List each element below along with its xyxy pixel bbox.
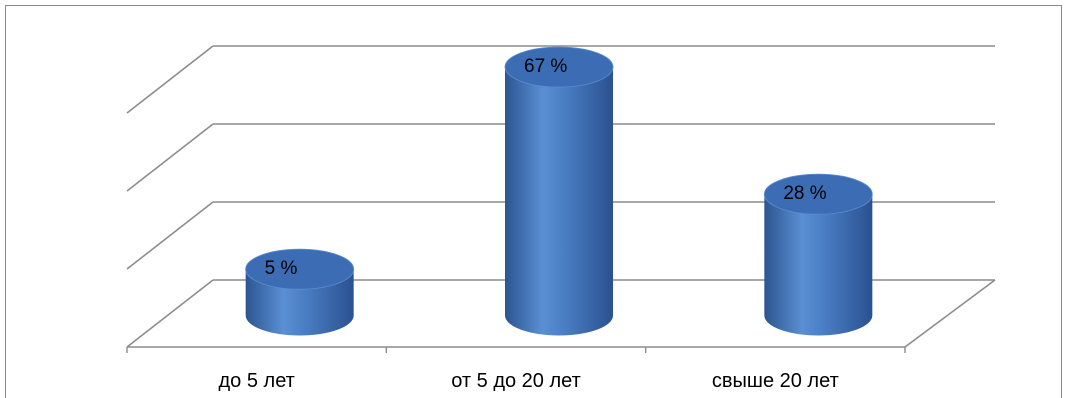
bar-cylinder-top xyxy=(763,173,873,215)
category-label: от 5 до 20 лет xyxy=(451,370,581,392)
chart-floor xyxy=(126,279,996,353)
category-labels: до 5 лет от 5 до 20 лет свыше 20 лет xyxy=(219,370,839,392)
category-label: свыше 20 лет xyxy=(712,370,839,392)
bar-cylinder-body xyxy=(505,67,613,336)
floor-edge xyxy=(904,279,996,348)
gridline-side xyxy=(126,123,214,192)
bar-cylinder-top xyxy=(504,46,614,88)
category-label: до 5 лет xyxy=(219,370,295,392)
data-label: 28 % xyxy=(783,183,826,204)
bar-cylinder-body xyxy=(764,194,873,336)
data-label: 5 % xyxy=(265,258,298,279)
data-label: 67 % xyxy=(524,56,567,77)
gridline-side xyxy=(126,279,214,348)
gridline-side xyxy=(126,45,214,114)
bars xyxy=(245,46,873,336)
bar-cylinder-top xyxy=(245,248,355,290)
data-labels: 5 % 67 % 28 % xyxy=(265,56,827,279)
gridline-side xyxy=(126,201,214,270)
